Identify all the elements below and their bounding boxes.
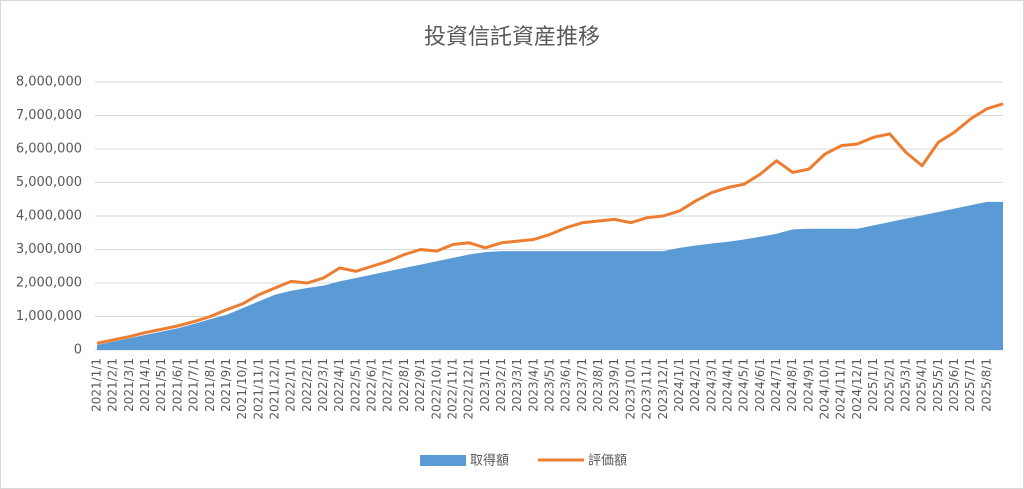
- x-tick-label: 2021/1/1: [90, 358, 104, 412]
- y-tick-label: 7,000,000: [16, 108, 82, 123]
- x-tick-label: 2025/1/1: [866, 358, 880, 412]
- x-tick-label: 2025/7/1: [963, 358, 977, 412]
- x-tick-label: 2025/6/1: [947, 358, 961, 412]
- x-tick-label: 2021/7/1: [187, 358, 201, 412]
- x-tick-label: 2025/4/1: [915, 358, 929, 412]
- x-tick-label: 2024/12/1: [850, 358, 864, 420]
- x-tick-label: 2025/2/1: [882, 358, 896, 412]
- y-tick-label: 2,000,000: [16, 276, 82, 291]
- x-tick-label: 2025/8/1: [979, 358, 993, 412]
- x-tick-label: 2024/6/1: [753, 358, 767, 412]
- x-tick-label: 2023/3/1: [510, 358, 524, 412]
- x-tick-label: 2024/1/1: [672, 358, 686, 412]
- x-tick-label: 2021/2/1: [106, 358, 120, 412]
- x-tick-label: 2022/1/1: [284, 358, 298, 412]
- x-tick-label: 2024/11/1: [834, 358, 848, 420]
- x-tick-label: 2022/5/1: [348, 358, 362, 412]
- legend-label: 評価額: [588, 454, 627, 469]
- legend-swatch: [420, 455, 466, 466]
- x-tick-label: 2021/6/1: [170, 358, 184, 412]
- x-tick-label: 2021/11/1: [251, 358, 265, 420]
- y-tick-label: 0: [74, 343, 82, 358]
- x-tick-label: 2023/6/1: [559, 358, 573, 412]
- x-tick-label: 2021/4/1: [138, 358, 152, 412]
- x-tick-label: 2024/4/1: [720, 358, 734, 412]
- x-tick-label: 2022/3/1: [316, 358, 330, 412]
- x-tick-label: 2025/3/1: [898, 358, 912, 412]
- x-tick-label: 2023/7/1: [575, 358, 589, 412]
- x-tick-label: 2023/2/1: [494, 358, 508, 412]
- x-tick-label: 2024/8/1: [785, 358, 799, 412]
- x-tick-label: 2025/5/1: [931, 358, 945, 412]
- y-tick-label: 3,000,000: [16, 242, 82, 257]
- y-tick-label: 5,000,000: [16, 175, 82, 190]
- x-tick-label: 2021/8/1: [203, 358, 217, 412]
- x-tick-label: 2023/1/1: [478, 358, 492, 412]
- x-tick-label: 2021/9/1: [219, 358, 233, 412]
- x-tick-label: 2024/9/1: [801, 358, 815, 412]
- x-tick-label: 2024/5/1: [737, 358, 751, 412]
- x-tick-label: 2021/3/1: [122, 358, 136, 412]
- x-tick-label: 2023/9/1: [607, 358, 621, 412]
- y-tick-label: 1,000,000: [16, 309, 82, 324]
- x-tick-label: 2021/10/1: [235, 358, 249, 420]
- x-tick-label: 2024/2/1: [688, 358, 702, 412]
- x-tick-label: 2024/10/1: [818, 358, 832, 420]
- x-tick-label: 2022/4/1: [332, 358, 346, 412]
- y-tick-label: 8,000,000: [16, 75, 82, 90]
- x-tick-label: 2022/7/1: [381, 358, 395, 412]
- x-tick-label: 2022/11/1: [445, 358, 459, 420]
- x-tick-label: 2023/10/1: [623, 358, 637, 420]
- x-tick-label: 2022/8/1: [397, 358, 411, 412]
- line: [96, 102, 1004, 345]
- x-tick-label: 2023/5/1: [543, 358, 557, 412]
- x-tick-label: 2022/9/1: [413, 358, 427, 412]
- x-tick-label: 2021/5/1: [154, 358, 168, 412]
- area: [97, 201, 1003, 350]
- x-tick-label: 2022/12/1: [462, 358, 476, 420]
- x-tick-label: 2023/8/1: [591, 358, 605, 412]
- legend-label: 取得額: [470, 453, 509, 469]
- x-tick-label: 2024/3/1: [704, 358, 718, 412]
- y-tick-label: 6,000,000: [16, 142, 82, 157]
- x-tick-label: 2023/11/1: [640, 358, 654, 420]
- x-tick-label: 2023/12/1: [656, 358, 670, 420]
- x-tick-label: 2022/6/1: [365, 358, 379, 412]
- x-tick-label: 2023/4/1: [526, 358, 540, 412]
- chart-title: 投資信託資産推移: [424, 25, 600, 50]
- x-tick-label: 2022/2/1: [300, 358, 314, 412]
- x-tick-label: 2022/10/1: [429, 358, 443, 420]
- x-tick-label: 2021/12/1: [267, 358, 281, 420]
- y-tick-label: 4,000,000: [16, 209, 82, 224]
- x-tick-label: 2024/7/1: [769, 358, 783, 412]
